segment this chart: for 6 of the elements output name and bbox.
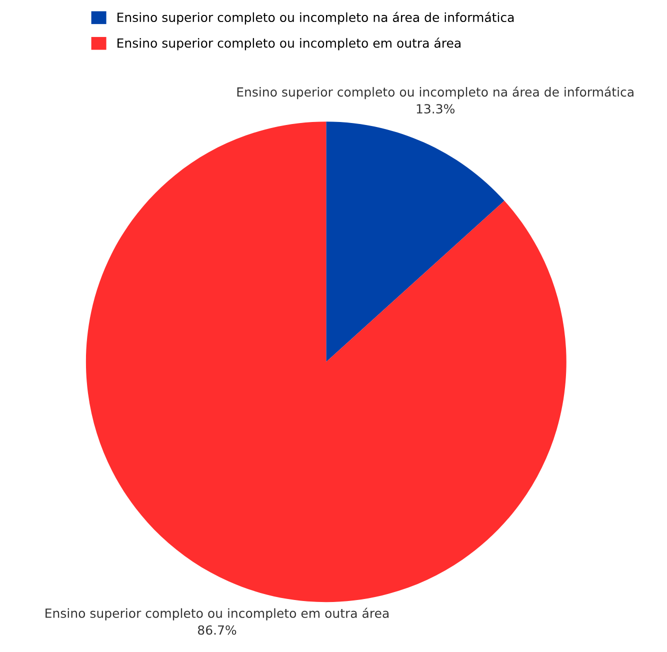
slice-label: Ensino superior completo ou incompleto na área de informática	[237, 86, 634, 100]
data-label: 13.3%	[416, 104, 454, 114]
legend-label: Ensino superior completo ou incompleto em outra área	[118, 38, 460, 50]
legend-label: Ensino superior completo ou incompleto na área de informática	[118, 12, 514, 24]
slice-label: Ensino superior completo ou incompleto em outra área	[46, 608, 389, 620]
data-label: 86.7%	[198, 625, 236, 635]
